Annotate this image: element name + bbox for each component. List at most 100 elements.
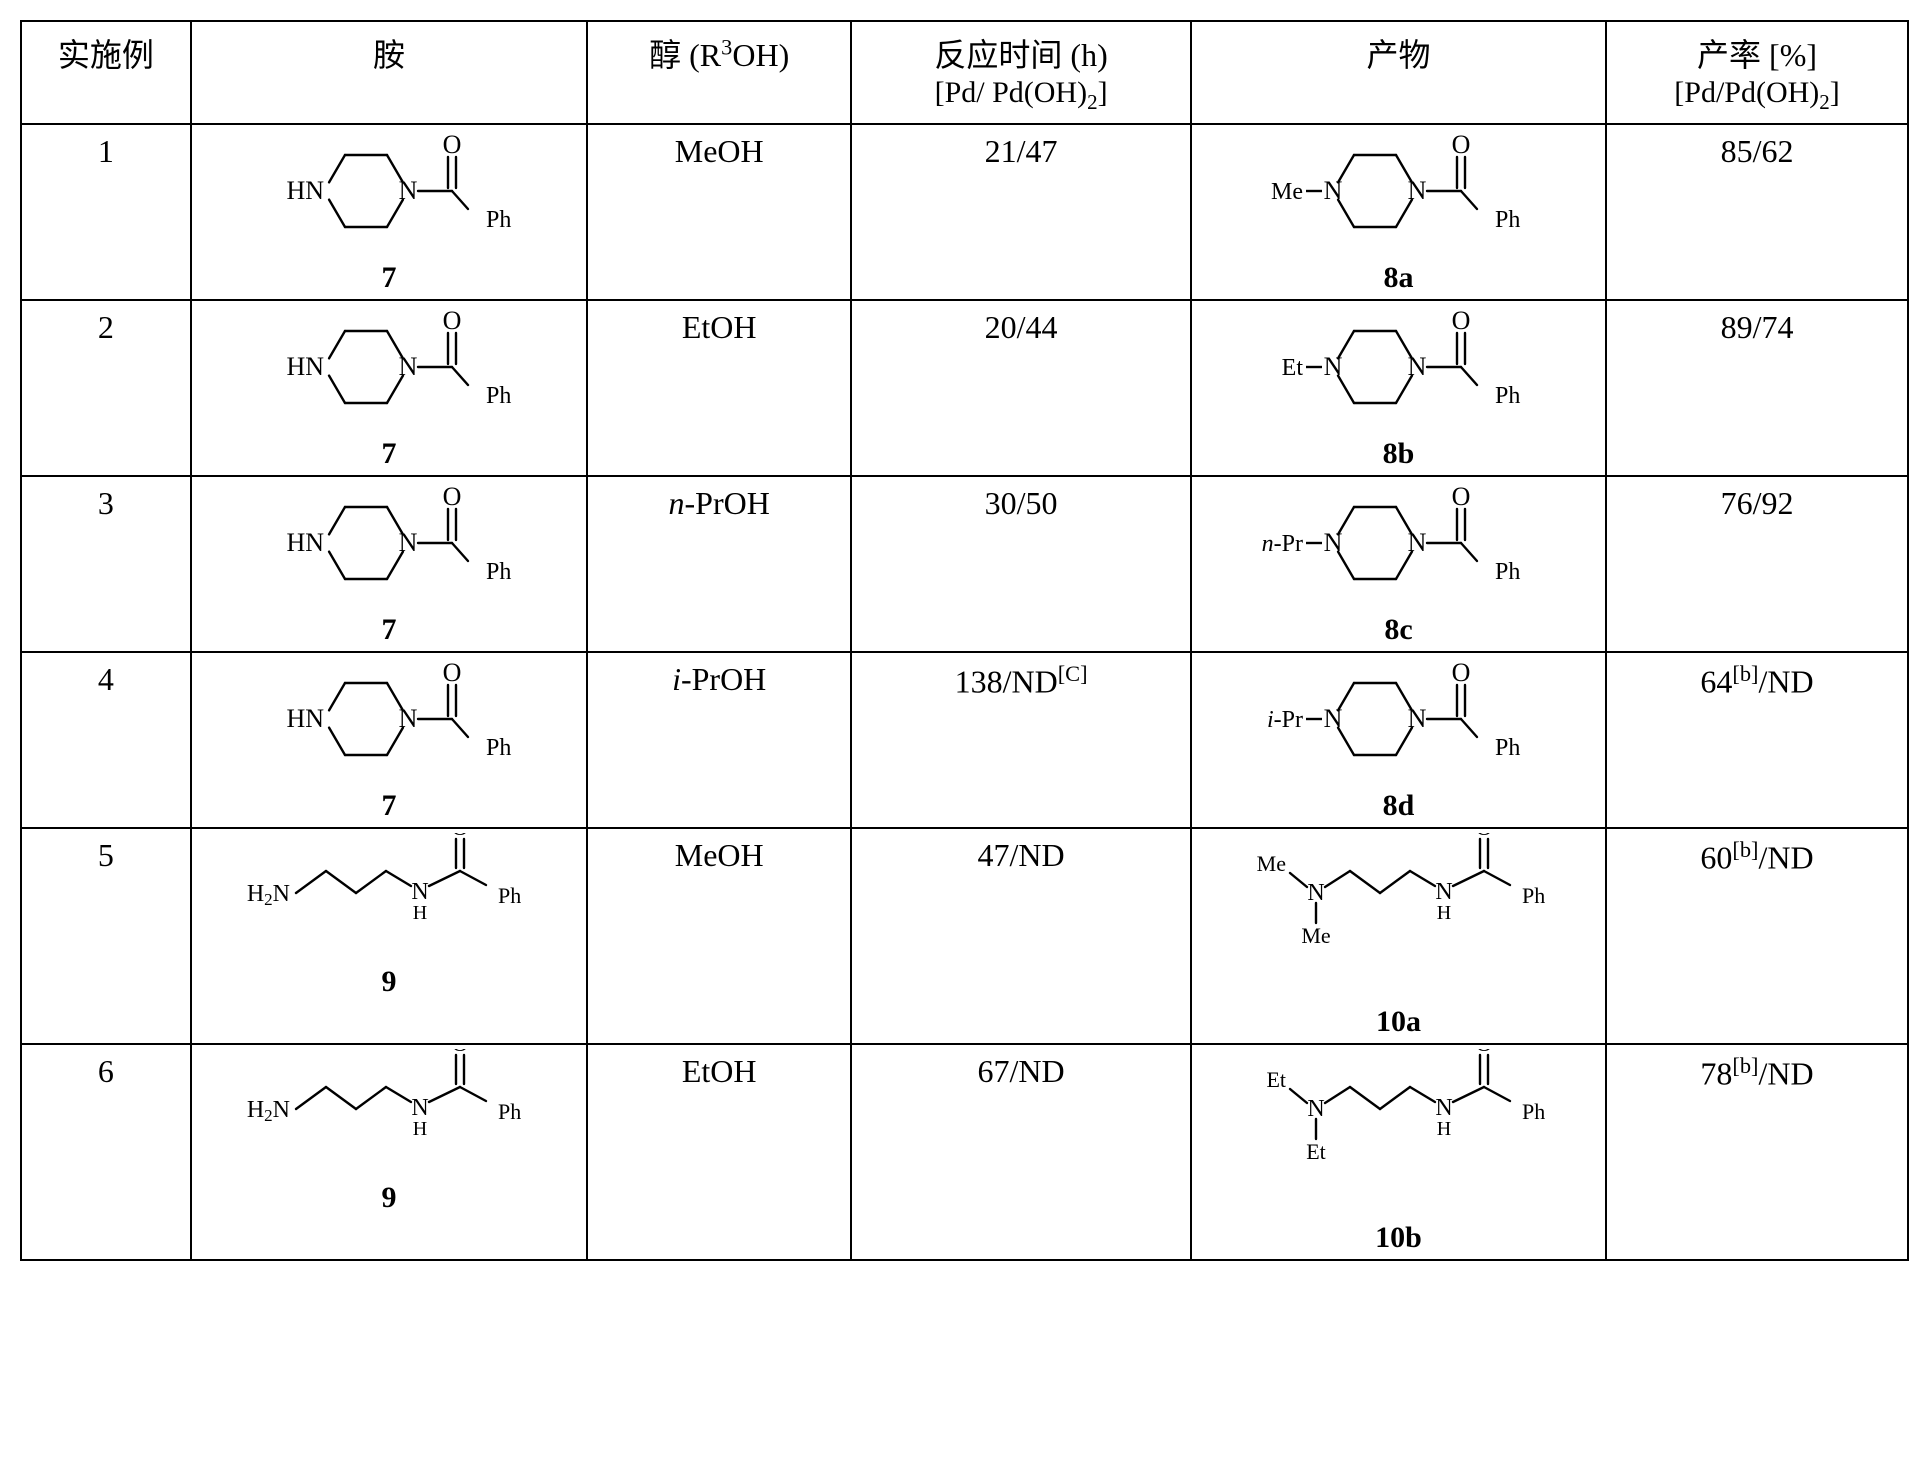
cell-alcohol: EtOH: [587, 1044, 851, 1260]
svg-text:Ph: Ph: [1495, 735, 1520, 761]
chemical-structure-icon: H2NNHOPh: [224, 1049, 554, 1179]
svg-text:HN: HN: [286, 528, 324, 557]
cell-example: 3: [21, 476, 191, 652]
header-yield: 产率 [%] [Pd/Pd(OH)2]: [1606, 21, 1908, 124]
cell-product: NOPhNi-Pr 8d: [1191, 652, 1606, 828]
svg-text:N: N: [1408, 176, 1427, 205]
table-row: 6 H2NNHOPh 9 EtOH67/ND NEtEtNHOPh 10b 78…: [21, 1044, 1908, 1260]
cell-example: 2: [21, 300, 191, 476]
svg-text:N: N: [1324, 704, 1343, 733]
cell-alcohol: EtOH: [587, 300, 851, 476]
structure-wrap: NOPhNEt 8b: [1194, 305, 1603, 471]
chemical-structure-icon: NEtEtNHOPh: [1228, 1049, 1568, 1219]
svg-text:HN: HN: [286, 704, 324, 733]
cell-amine: NOPhHN 7: [191, 300, 587, 476]
cell-yield: 85/62: [1606, 124, 1908, 300]
header-yield-line1: 产率 [%]: [1613, 30, 1901, 76]
svg-text:O: O: [451, 833, 468, 841]
chemical-structure-icon: NOPhHN: [234, 129, 544, 259]
cell-time: 30/50: [851, 476, 1191, 652]
svg-text:HN: HN: [286, 176, 324, 205]
svg-text:Ph: Ph: [486, 559, 511, 585]
cell-example: 6: [21, 1044, 191, 1260]
chemical-structure-icon: NOPhHN: [234, 305, 544, 435]
chemical-structure-icon: NOPhNi-Pr: [1243, 657, 1553, 787]
svg-text:O: O: [451, 1049, 468, 1057]
svg-text:O: O: [1476, 1049, 1493, 1057]
chemical-structure-icon: NO Ph HN: [234, 657, 544, 787]
header-alcohol: 醇 (R3OH): [587, 21, 851, 124]
structure-wrap: NMeMeNHOPh 10a: [1194, 833, 1603, 1039]
cell-alcohol: i-PrOH: [587, 652, 851, 828]
svg-text:Ph: Ph: [486, 735, 511, 761]
header-example: 实施例: [21, 21, 191, 124]
compound-label: 7: [381, 261, 396, 295]
svg-text:Ph: Ph: [1522, 883, 1545, 908]
structure-wrap: H2NNHOPh 9: [194, 833, 584, 999]
compound-label: 8b: [1383, 437, 1415, 471]
svg-text:O: O: [443, 306, 462, 335]
structure-wrap: NOPhHN 7: [194, 129, 584, 295]
compound-label: 7: [381, 437, 396, 471]
cell-product: NOPhNEt 8b: [1191, 300, 1606, 476]
svg-text:N: N: [1308, 1096, 1325, 1122]
cell-product: NEtEtNHOPh 10b: [1191, 1044, 1606, 1260]
svg-text:Ph: Ph: [498, 1099, 521, 1124]
svg-text:HN: HN: [286, 352, 324, 381]
svg-text:O: O: [1452, 482, 1471, 511]
reaction-table: 实施例 胺 醇 (R3OH) 反应时间 (h) [Pd/ Pd(OH)2] 产物…: [20, 20, 1909, 1261]
svg-text:n-Pr: n-Pr: [1262, 531, 1303, 557]
cell-product: NOPhNMe 8a: [1191, 124, 1606, 300]
svg-text:N: N: [1324, 352, 1343, 381]
svg-text:Me: Me: [1302, 923, 1331, 948]
svg-text:N: N: [1408, 528, 1427, 557]
svg-text:O: O: [443, 658, 462, 687]
svg-text:H2N: H2N: [247, 881, 290, 909]
svg-text:N: N: [399, 176, 418, 205]
svg-text:N: N: [1324, 528, 1343, 557]
structure-wrap: NOPhHN 7: [194, 305, 584, 471]
cell-alcohol: MeOH: [587, 828, 851, 1044]
cell-yield: 76/92: [1606, 476, 1908, 652]
compound-label: 8d: [1383, 789, 1415, 823]
compound-label: 8c: [1384, 613, 1412, 647]
svg-text:Me: Me: [1271, 179, 1303, 205]
table-row: 5 H2NNHOPh 9 MeOH47/ND NMeMeNHOPh 10a 60…: [21, 828, 1908, 1044]
cell-product: NOPhNn-Pr 8c: [1191, 476, 1606, 652]
structure-wrap: NOPhNi-Pr 8d: [1194, 657, 1603, 823]
cell-amine: H2NNHOPh 9: [191, 1044, 587, 1260]
cell-yield: 64[b]/ND: [1606, 652, 1908, 828]
table-row: 2 NOPhHN 7 EtOH20/44 NOPhNEt 8b 89/74: [21, 300, 1908, 476]
cell-amine: NOPhHN 7: [191, 124, 587, 300]
structure-wrap: NOPhHN 7: [194, 657, 584, 823]
chemical-structure-icon: NOPhNMe: [1243, 129, 1553, 259]
svg-text:N: N: [1324, 176, 1343, 205]
svg-text:H: H: [1437, 1118, 1451, 1140]
svg-text:N: N: [399, 704, 418, 733]
svg-text:Et: Et: [1267, 1067, 1287, 1092]
table-row: 1 NOPhHN 7 MeOH21/47 NOPhNMe 8a 85/62: [21, 124, 1908, 300]
svg-text:Ph: Ph: [498, 883, 521, 908]
svg-text:N: N: [399, 352, 418, 381]
chemical-structure-icon: H2NNHOPh: [224, 833, 554, 963]
svg-text:N: N: [1408, 704, 1427, 733]
chemical-structure-icon: NOPhHN: [234, 481, 544, 611]
svg-text:H: H: [413, 1118, 427, 1140]
svg-text:i-Pr: i-Pr: [1267, 707, 1303, 733]
svg-text:H: H: [413, 902, 427, 924]
svg-text:O: O: [1452, 658, 1471, 687]
svg-text:Et: Et: [1282, 355, 1304, 381]
cell-example: 1: [21, 124, 191, 300]
svg-text:N: N: [1308, 880, 1325, 906]
cell-amine: NOPhHN 7: [191, 476, 587, 652]
svg-text:Me: Me: [1257, 851, 1286, 876]
svg-text:Et: Et: [1307, 1139, 1327, 1164]
svg-text:Ph: Ph: [1495, 383, 1520, 409]
cell-alcohol: n-PrOH: [587, 476, 851, 652]
structure-wrap: NOPhNMe 8a: [1194, 129, 1603, 295]
chemical-structure-icon: NMeMeNHOPh: [1228, 833, 1568, 1003]
header-amine: 胺: [191, 21, 587, 124]
svg-text:H2N: H2N: [247, 1097, 290, 1125]
cell-time: 138/ND[C]: [851, 652, 1191, 828]
cell-time: 20/44: [851, 300, 1191, 476]
